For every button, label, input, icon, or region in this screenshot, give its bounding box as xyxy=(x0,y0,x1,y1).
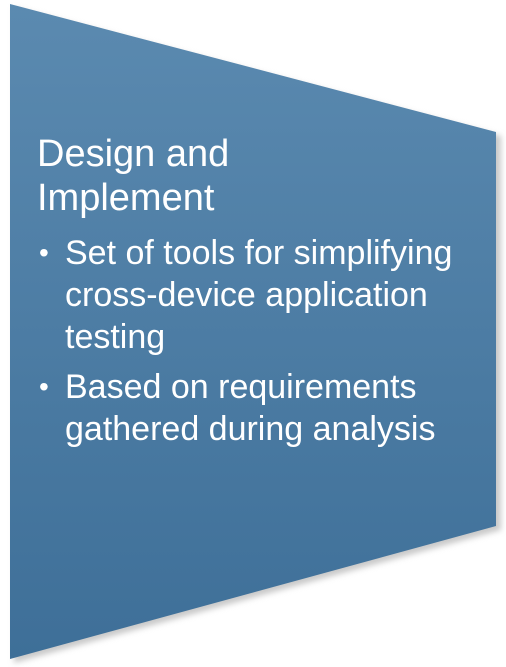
bullet-item: • Set of tools for simplifying cross-dev… xyxy=(37,232,477,358)
heading: Design and Implement xyxy=(37,133,230,219)
bullet-dot: • xyxy=(39,371,49,402)
bullet-dot: • xyxy=(39,237,49,268)
shape-text: Design and Implement • Set of tools for … xyxy=(37,132,477,458)
bullet-text: Set of tools for simplifying cross-devic… xyxy=(65,234,453,356)
bullet-item: • Based on requirements gathered during … xyxy=(37,366,477,450)
bullet-text: Based on requirements gathered during an… xyxy=(65,368,436,448)
bullet-list: • Set of tools for simplifying cross-dev… xyxy=(37,232,477,450)
shape-body xyxy=(10,4,496,659)
